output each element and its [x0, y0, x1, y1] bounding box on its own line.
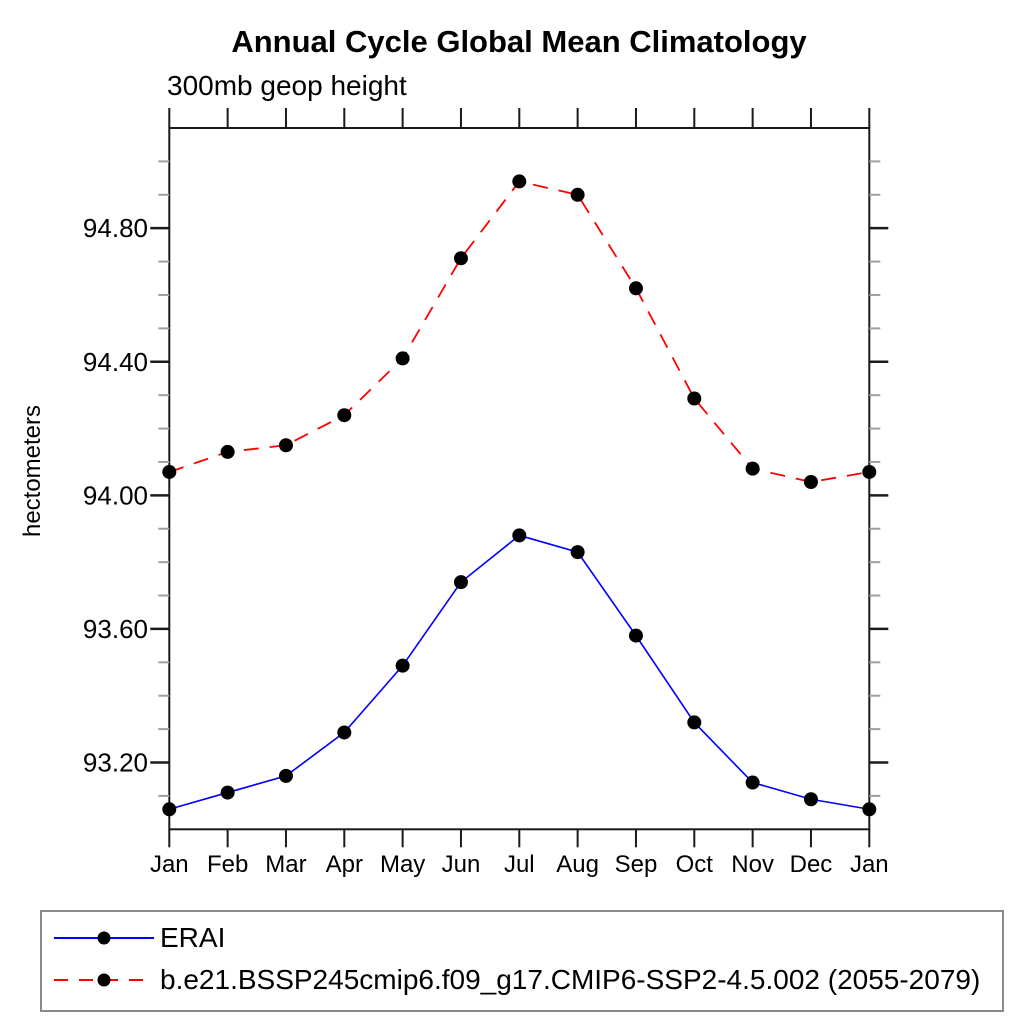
data-point-marker — [745, 775, 760, 790]
data-point-marker — [278, 768, 293, 783]
data-point-marker — [803, 474, 818, 489]
data-point-marker — [453, 575, 468, 590]
chart-subtitle: 300mb geop height — [167, 70, 407, 101]
data-point-marker — [687, 391, 702, 406]
data-point-marker — [628, 281, 643, 296]
data-point-marker — [162, 802, 177, 817]
x-tick-label: Mar — [265, 851, 306, 878]
legend-item-model-run: b.e21.BSSP245cmip6.f09_g17.CMIP6-SSP2-4.… — [48, 964, 1002, 996]
data-point-marker — [395, 658, 410, 673]
data-point-marker — [395, 351, 410, 366]
x-tick-label: Jun — [442, 851, 481, 878]
legend-box: ERAI b.e21.BSSP245cmip6.f09_g17.CMIP6-SS… — [40, 910, 1004, 1012]
legend-item-erai: ERAI — [48, 922, 1002, 954]
data-point-marker — [803, 792, 818, 807]
data-point-marker — [570, 545, 585, 560]
data-point-marker — [745, 461, 760, 476]
y-tick-label: 93.20 — [83, 748, 148, 778]
x-tick-label: Feb — [207, 851, 248, 878]
x-tick-label: Jan — [850, 851, 889, 878]
x-tick-label: Oct — [676, 851, 714, 878]
data-point-marker — [512, 528, 527, 543]
legend-line-sample-dashed — [54, 973, 154, 987]
x-tick-label: Jul — [504, 851, 535, 878]
data-point-marker — [512, 174, 527, 189]
x-tick-label: May — [380, 851, 425, 878]
chart-title: Annual Cycle Global Mean Climatology — [231, 24, 807, 59]
y-tick-label: 94.00 — [83, 480, 148, 510]
series-line-model-run — [169, 180, 870, 483]
data-point-marker — [862, 464, 877, 479]
y-tick-label: 94.40 — [83, 347, 148, 377]
data-point-marker — [570, 187, 585, 202]
data-point-marker — [220, 785, 235, 800]
data-point-marker — [453, 251, 468, 266]
x-tick-label: Sep — [615, 851, 658, 878]
x-tick-label: Apr — [326, 851, 363, 878]
data-point-marker — [278, 438, 293, 453]
legend-sample-marker — [97, 973, 111, 987]
data-point-marker — [862, 802, 877, 817]
data-point-marker — [337, 725, 352, 740]
data-point-marker — [220, 444, 235, 459]
data-point-marker — [162, 464, 177, 479]
legend-sample-marker — [97, 931, 111, 945]
legend-line-sample-solid — [54, 931, 154, 945]
legend-label-erai: ERAI — [160, 922, 226, 953]
x-tick-label: Jan — [150, 851, 189, 878]
series-line-erai — [169, 534, 870, 811]
x-tick-label: Aug — [556, 851, 599, 878]
data-point-marker — [687, 715, 702, 730]
data-point-marker — [628, 628, 643, 643]
plot-border — [168, 127, 871, 831]
x-tick-label: Dec — [790, 851, 833, 878]
y-tick-label: 93.60 — [83, 614, 148, 644]
x-tick-label: Nov — [731, 851, 774, 878]
y-tick-label: 94.80 — [83, 213, 148, 243]
legend-label-model-run: b.e21.BSSP245cmip6.f09_g17.CMIP6-SSP2-4.… — [160, 964, 981, 995]
data-point-marker — [337, 408, 352, 423]
